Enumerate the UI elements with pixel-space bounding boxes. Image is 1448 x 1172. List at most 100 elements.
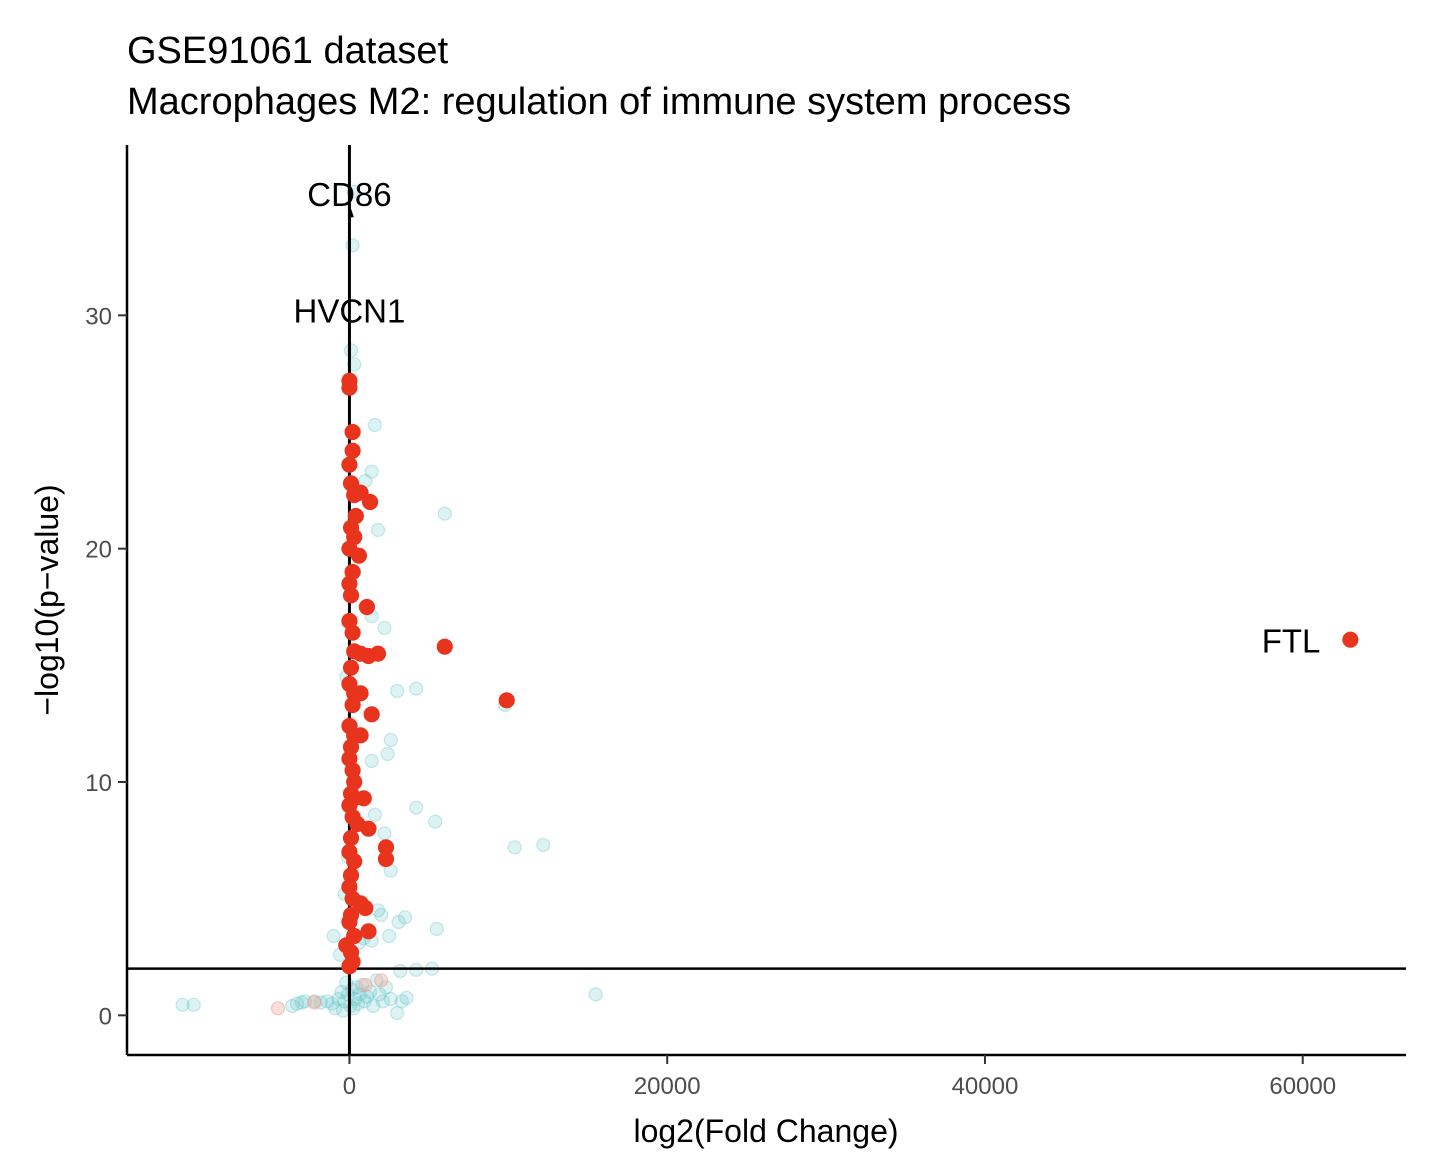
- significant-point: [344, 696, 361, 714]
- background-point: [359, 989, 375, 1004]
- background-point: [186, 997, 201, 1012]
- background-point: [399, 990, 414, 1005]
- significant-point: [377, 850, 395, 868]
- background-point: [331, 991, 346, 1007]
- background-point: [343, 343, 359, 358]
- label-connector: [348, 207, 354, 218]
- background-point: [374, 907, 389, 923]
- background-point: [507, 840, 522, 855]
- background-point: [370, 522, 386, 538]
- nonsignificant-point: [374, 973, 389, 988]
- significant-point: [344, 442, 361, 459]
- x-ticks: 0 20000 40000 60000: [343, 1055, 1336, 1100]
- plot-area: CD86 HVCN1 FTL: [127, 145, 1406, 1055]
- significant-point: [342, 829, 360, 847]
- gene-labels: CD86 HVCN1 FTL: [294, 176, 1321, 660]
- significant-point: [369, 645, 387, 662]
- significant-point: [360, 820, 377, 837]
- significant-point: [355, 790, 372, 807]
- significant-point: [361, 493, 379, 511]
- gene-label: CD86: [307, 176, 391, 213]
- background-point: [389, 683, 405, 699]
- significant-point: [363, 706, 380, 723]
- significant-point: [344, 423, 361, 441]
- background-point: [175, 997, 190, 1012]
- background-point: [366, 998, 381, 1014]
- nonsignificant-points: [270, 973, 389, 1016]
- gene-label: HVCN1: [294, 293, 406, 330]
- background-point: [428, 814, 443, 829]
- background-point: [324, 996, 340, 1011]
- y-tick-label: 20: [85, 537, 112, 564]
- background-point: [362, 984, 378, 1000]
- y-axis: 0 10 20 30: [85, 145, 129, 1055]
- significant-points: [338, 372, 1359, 975]
- background-point: [393, 963, 408, 979]
- chart-title: GSE91061 dataset: [127, 30, 449, 72]
- background-point: [355, 977, 370, 993]
- y-tick-label: 0: [99, 1003, 112, 1030]
- background-point: [351, 996, 366, 1011]
- x-axis-title: log2(Fold Change): [633, 1113, 898, 1149]
- significant-point: [342, 587, 360, 604]
- significant-point: [358, 598, 376, 616]
- significant-point: [341, 913, 358, 931]
- nonsignificant-point: [358, 977, 373, 993]
- background-point: [285, 998, 300, 1014]
- significant-point: [436, 638, 453, 655]
- background-point: [409, 800, 424, 815]
- background-point: [389, 1005, 405, 1021]
- significant-point: [341, 958, 358, 975]
- significant-point: [342, 659, 360, 676]
- background-point: [337, 994, 352, 1009]
- background-point: [588, 987, 603, 1002]
- significant-point: [341, 456, 358, 473]
- background-point: [375, 994, 390, 1009]
- x-tick-label: 0: [343, 1073, 356, 1100]
- gene-label: FTL: [1262, 623, 1321, 660]
- significant-point: [1342, 631, 1359, 648]
- background-point: [367, 417, 382, 433]
- significant-point: [352, 685, 369, 702]
- background-point: [340, 987, 355, 1002]
- significant-point: [360, 923, 377, 940]
- significant-point: [341, 379, 358, 396]
- y-ticks: 0 10 20 30: [85, 303, 127, 1030]
- background-point: [429, 921, 444, 937]
- y-tick-label: 10: [85, 770, 112, 797]
- background-point: [347, 357, 362, 372]
- background-point: [409, 681, 424, 696]
- chart-subtitle: Macrophages M2: regulation of immune sys…: [127, 81, 1071, 123]
- background-point: [357, 994, 372, 1009]
- background-point: [380, 746, 395, 762]
- significant-point: [350, 547, 368, 564]
- label-connectors: [348, 207, 354, 351]
- significant-point: [357, 899, 374, 917]
- background-point: [289, 996, 305, 1011]
- significant-point: [352, 727, 369, 744]
- x-tick-label: 40000: [952, 1073, 1019, 1100]
- background-point: [394, 994, 409, 1009]
- significant-point: [346, 853, 363, 870]
- y-axis-title: −log10(p−value): [29, 484, 65, 715]
- background-point: [383, 991, 398, 1007]
- background-point: [378, 980, 394, 995]
- background-point: [437, 506, 452, 521]
- background-point: [367, 807, 382, 822]
- background-point: [383, 732, 398, 748]
- x-axis: 0 20000 40000 60000: [127, 1053, 1406, 1100]
- background-point: [364, 753, 379, 769]
- nonsignificant-point: [307, 995, 322, 1010]
- background-point: [364, 464, 379, 479]
- background-points: [175, 184, 603, 1021]
- background-point: [377, 826, 392, 841]
- background-point: [397, 910, 413, 925]
- background-point: [326, 928, 341, 944]
- background-point: [536, 837, 551, 853]
- x-tick-label: 20000: [634, 1073, 701, 1100]
- y-tick-label: 30: [85, 303, 112, 330]
- background-point: [372, 987, 387, 1002]
- background-point: [391, 914, 406, 930]
- background-point: [328, 1001, 343, 1016]
